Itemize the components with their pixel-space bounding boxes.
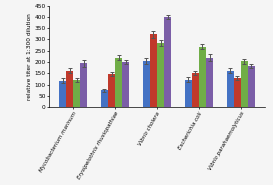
Y-axis label: relative titer at 1:300 dilution: relative titer at 1:300 dilution: [27, 13, 32, 100]
Bar: [206, 58, 213, 107]
Bar: [185, 80, 192, 107]
Bar: [248, 66, 255, 107]
Bar: [59, 81, 66, 107]
Bar: [73, 80, 80, 107]
Bar: [101, 90, 108, 107]
Bar: [80, 63, 87, 107]
Bar: [234, 78, 241, 107]
Bar: [143, 61, 150, 107]
Bar: [150, 34, 157, 107]
Bar: [157, 43, 164, 107]
Bar: [164, 17, 171, 107]
Bar: [199, 47, 206, 107]
Bar: [227, 71, 234, 107]
Bar: [192, 73, 199, 107]
Bar: [241, 61, 248, 107]
Bar: [115, 58, 122, 107]
Bar: [66, 71, 73, 107]
Bar: [122, 62, 129, 107]
Bar: [108, 74, 115, 107]
